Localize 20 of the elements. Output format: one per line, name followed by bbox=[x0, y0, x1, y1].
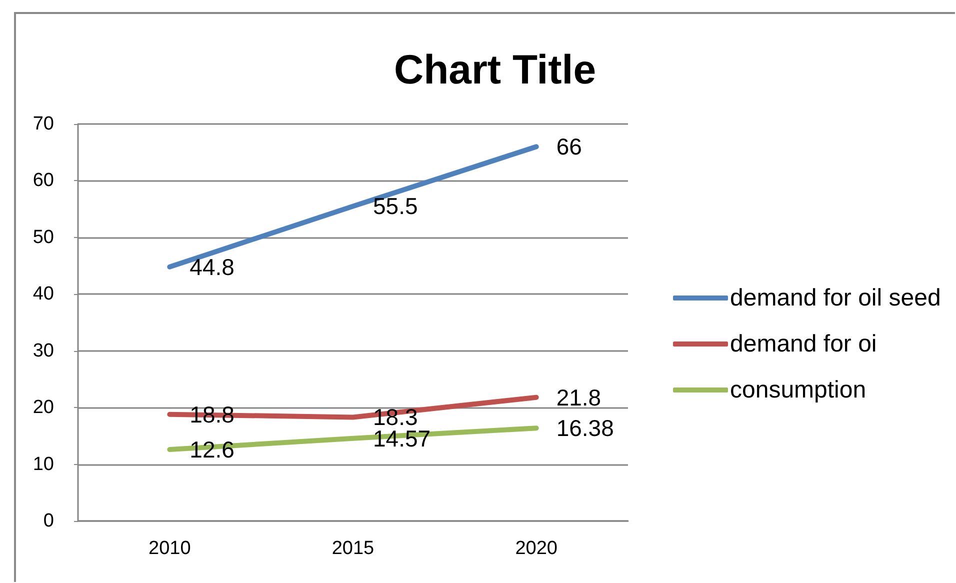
y-tick-label: 40 bbox=[32, 284, 54, 305]
data-label: 44.8 bbox=[190, 254, 234, 280]
data-label: 55.5 bbox=[373, 193, 418, 220]
x-tick-label: 2020 bbox=[515, 538, 558, 559]
legend-label: demand for oil seed bbox=[730, 284, 941, 312]
y-tick-label: 0 bbox=[43, 510, 54, 532]
y-tick-label: 60 bbox=[32, 170, 54, 192]
y-tick-label: 70 bbox=[32, 114, 54, 134]
data-label: 66 bbox=[556, 134, 582, 160]
legend-label: consumption bbox=[730, 376, 866, 404]
x-tick-label: 2010 bbox=[148, 538, 191, 559]
data-label: 21.8 bbox=[556, 384, 602, 410]
y-tick-label: 10 bbox=[32, 454, 54, 475]
y-tick-label: 50 bbox=[32, 226, 54, 248]
legend-label: demand for oi bbox=[730, 330, 877, 358]
x-tick-label: 2015 bbox=[332, 538, 374, 559]
data-label: 16.38 bbox=[556, 415, 614, 442]
chart-title: Chart Title bbox=[394, 46, 596, 92]
y-tick-label: 20 bbox=[32, 397, 54, 418]
y-tick-label: 30 bbox=[32, 340, 54, 362]
